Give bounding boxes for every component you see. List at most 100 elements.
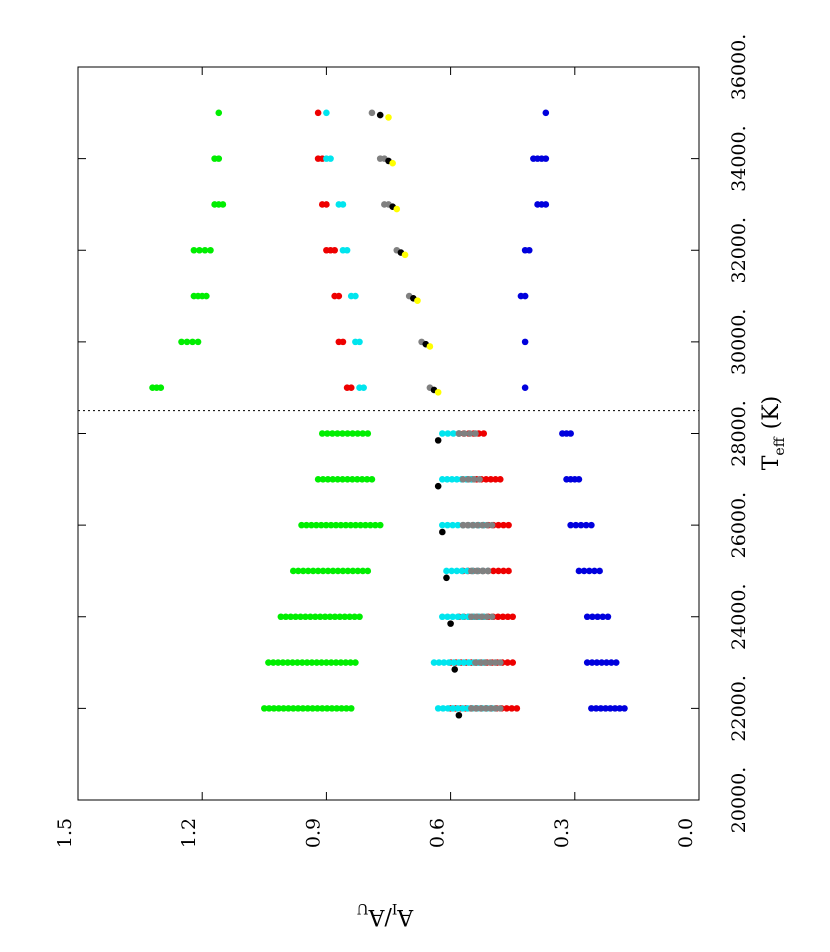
data-point <box>364 430 372 437</box>
data-point <box>323 246 330 254</box>
y-axis-title-sub2: U <box>357 900 369 916</box>
data-point <box>323 109 330 117</box>
data-point <box>265 705 273 712</box>
data-point <box>575 567 583 575</box>
data-point <box>477 659 484 666</box>
data-point <box>335 338 343 346</box>
data-point <box>490 567 497 575</box>
data-point <box>439 613 446 621</box>
data-point <box>477 705 485 712</box>
data-point <box>347 521 355 529</box>
labels-group: 20000. 22000. 24000. 26000. 28000. 30000. 3200… <box>54 34 750 848</box>
data-point <box>329 567 337 575</box>
data-point <box>289 705 297 712</box>
data-point <box>454 521 462 529</box>
data-point <box>480 430 488 437</box>
data-point <box>521 338 529 346</box>
data-point <box>327 521 335 529</box>
data-point <box>207 246 214 254</box>
data-point <box>454 613 462 621</box>
data-point <box>269 659 277 666</box>
data-point <box>292 613 299 621</box>
x-tick-label: 28000. <box>728 400 750 466</box>
data-point <box>343 705 350 712</box>
data-point <box>453 476 461 483</box>
data-point <box>201 246 209 254</box>
data-point <box>451 666 459 673</box>
data-point <box>482 659 489 666</box>
x-tick-label: 24000. <box>728 584 750 650</box>
data-point <box>343 384 351 391</box>
data-point <box>368 476 376 483</box>
data-point <box>449 521 456 529</box>
data-point <box>465 659 473 666</box>
data-point <box>492 476 499 483</box>
data-point <box>211 155 218 162</box>
data-point <box>488 521 496 529</box>
data-point <box>381 201 388 208</box>
x-tick-label: 36000. <box>728 34 750 100</box>
data-point <box>309 567 317 575</box>
data-point <box>190 246 198 254</box>
data-point <box>459 476 467 483</box>
data-point <box>430 659 438 666</box>
data-point <box>376 521 384 529</box>
data-point <box>309 705 316 712</box>
data-point <box>215 109 223 117</box>
data-point <box>285 705 292 712</box>
x-axis-title-unit: (K) <box>759 396 784 430</box>
data-point <box>439 528 446 536</box>
data-point <box>464 521 472 529</box>
data-point <box>346 613 353 621</box>
data-point <box>517 292 525 300</box>
data-point <box>308 521 315 529</box>
data-point <box>354 430 361 437</box>
data-point <box>439 430 446 437</box>
data-point <box>314 109 322 117</box>
data-point <box>580 567 588 575</box>
data-point <box>321 613 329 621</box>
data-point <box>453 567 461 575</box>
y-tick-label: 0.3 <box>551 818 573 848</box>
data-point <box>331 292 338 300</box>
data-point <box>559 430 566 437</box>
data-point <box>304 567 312 575</box>
y-axis-title-sub1: I <box>392 900 398 916</box>
data-point <box>440 659 448 666</box>
data-point <box>443 476 451 483</box>
data-point <box>196 246 203 254</box>
data-point <box>362 521 369 529</box>
data-point <box>594 613 601 621</box>
data-point <box>588 521 595 529</box>
data-point <box>473 567 481 575</box>
data-point <box>303 659 311 666</box>
data-point <box>444 430 452 437</box>
data-point <box>349 430 356 437</box>
data-point <box>521 246 529 254</box>
data-point <box>608 659 615 666</box>
ticks-group <box>77 66 700 801</box>
data-point <box>313 521 320 529</box>
x-tick-label: 34000. <box>728 125 750 191</box>
x-tick-label: 20000. <box>728 767 750 833</box>
svg-text:AI/AU: AI/AU <box>357 900 415 929</box>
data-point <box>327 659 335 666</box>
data-point <box>582 521 590 529</box>
data-point <box>509 659 516 666</box>
data-point <box>454 705 462 712</box>
data-point <box>332 659 340 666</box>
data-point <box>194 338 202 346</box>
data-point <box>596 567 603 575</box>
data-point <box>339 430 346 437</box>
data-point <box>611 705 619 712</box>
data-point <box>621 705 628 712</box>
data-point <box>592 705 600 712</box>
data-point <box>335 201 343 208</box>
data-point <box>279 659 287 666</box>
data-point <box>494 613 502 621</box>
data-point <box>530 155 537 162</box>
data-point <box>468 705 475 712</box>
data-point <box>459 705 466 712</box>
data-point <box>294 659 301 666</box>
data-point <box>504 613 512 621</box>
